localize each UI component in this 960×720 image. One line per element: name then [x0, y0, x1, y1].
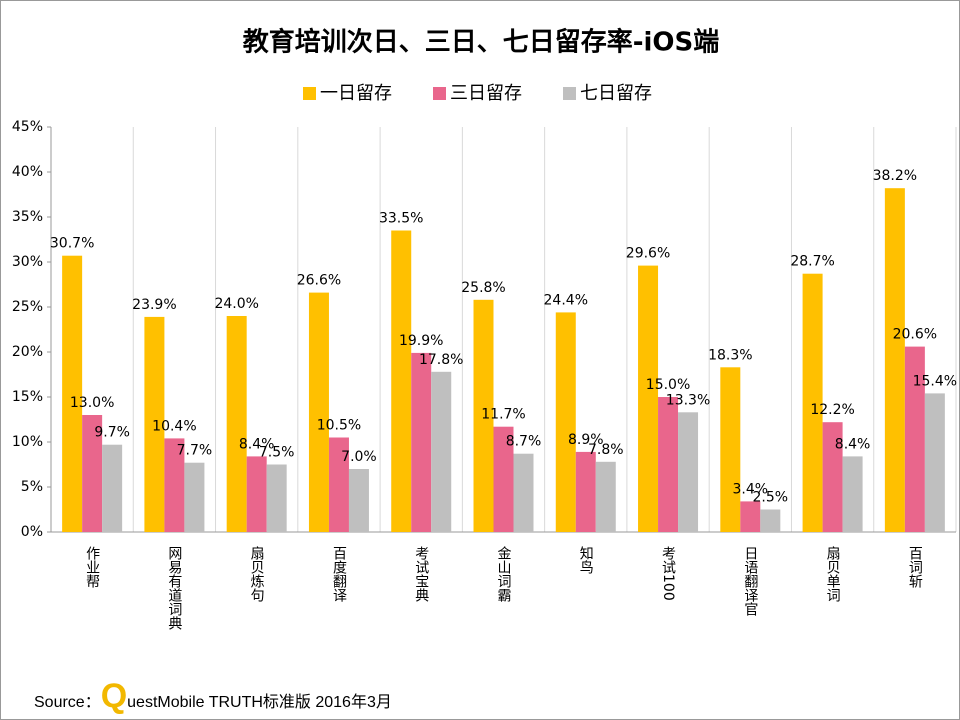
bar	[328, 437, 349, 532]
value-label: 7.8%	[588, 442, 624, 458]
bar	[164, 438, 185, 532]
bar	[720, 367, 741, 532]
y-tick-label: 45%	[12, 119, 43, 135]
value-label: 19.9%	[399, 333, 443, 349]
y-tick-label: 40%	[12, 164, 43, 180]
x-tick-label: 扇贝炼句	[249, 546, 265, 603]
bar	[82, 415, 103, 532]
x-tick-label: 百度翻译	[331, 546, 347, 602]
legend-swatch	[433, 87, 446, 100]
value-label: 29.6%	[626, 246, 670, 262]
value-label: 17.8%	[419, 352, 463, 368]
value-label: 8.4%	[835, 436, 871, 452]
value-label: 9.7%	[94, 425, 130, 441]
bar	[842, 456, 863, 532]
value-label: 2.5%	[753, 490, 789, 506]
value-label: 30.7%	[50, 236, 94, 252]
bar	[102, 444, 123, 532]
y-tick-label: 0%	[21, 524, 43, 540]
x-tick-label: 扇贝单词	[825, 546, 841, 602]
value-label: 7.7%	[177, 443, 213, 459]
y-tick-label: 15%	[12, 389, 43, 405]
value-label: 11.7%	[481, 407, 525, 423]
value-label: 8.7%	[506, 434, 542, 450]
y-tick-label: 10%	[12, 434, 43, 450]
bar	[308, 292, 329, 532]
bar	[555, 312, 576, 532]
value-label: 15.4%	[913, 373, 957, 389]
value-label: 23.9%	[132, 297, 176, 313]
value-label: 18.3%	[708, 347, 752, 363]
source-text: QuestMobile TRUTH标准版 2016年3月	[100, 677, 392, 715]
value-label: 8.9%	[568, 432, 604, 448]
value-label: 15.0%	[646, 377, 690, 393]
bar	[740, 501, 761, 532]
chart: 教育培训次日、三日、七日留存率-iOS端 一日留存 三日留存 七日留存 0% 5% 10%…	[12, 27, 957, 631]
x-tick-label: 作业帮	[84, 546, 100, 588]
value-label: 25.8%	[461, 280, 505, 296]
value-label: 38.2%	[873, 168, 917, 184]
bar	[595, 461, 616, 532]
bar	[348, 469, 369, 532]
bar	[226, 316, 247, 532]
value-label: 20.6%	[893, 327, 937, 343]
legend-swatch	[563, 87, 576, 100]
x-tick-label: 网易有道词典	[166, 546, 182, 630]
bar	[144, 316, 165, 532]
y-tick-label: 30%	[12, 254, 43, 270]
bar	[638, 265, 659, 532]
bar	[246, 456, 267, 532]
value-label: 13.3%	[666, 392, 710, 408]
bar	[391, 230, 412, 532]
source-label: Source：	[34, 694, 101, 711]
bar	[822, 422, 843, 532]
x-tick-label: 知鸟	[578, 545, 594, 574]
value-label: 12.2%	[810, 402, 854, 418]
legend-label: 三日留存	[450, 83, 522, 104]
x-tick-label: 考试100	[660, 546, 676, 601]
x-tick-label: 百词斩	[907, 546, 923, 588]
bar	[884, 188, 905, 532]
bar	[266, 464, 287, 532]
y-tick-label: 20%	[12, 344, 43, 360]
bar	[678, 412, 699, 532]
value-label: 7.5%	[259, 445, 295, 461]
source: Source： QuestMobile TRUTH标准版 2016年3月	[34, 677, 392, 716]
value-label: 24.4%	[544, 292, 588, 308]
value-label: 13.0%	[70, 395, 114, 411]
bar	[760, 509, 781, 532]
value-label: 10.4%	[152, 418, 196, 434]
bar	[62, 255, 83, 532]
bar	[431, 371, 452, 532]
y-tick-label: 25%	[12, 299, 43, 315]
x-tick-label: 考试宝典	[413, 546, 429, 602]
y-tick-label: 5%	[21, 479, 43, 495]
bar	[493, 426, 514, 532]
bar	[473, 299, 494, 532]
bar	[658, 397, 679, 532]
legend-swatch	[303, 87, 316, 100]
bar	[184, 462, 205, 532]
y-tick-label: 35%	[12, 209, 43, 225]
value-label: 28.7%	[790, 254, 834, 270]
value-label: 10.5%	[317, 418, 361, 434]
bar	[411, 352, 432, 532]
x-tick-label: 金山词霸	[496, 546, 512, 602]
bar	[513, 453, 534, 532]
legend-label: 一日留存	[320, 83, 392, 104]
bar	[904, 346, 925, 532]
bar	[802, 273, 823, 532]
value-label: 26.6%	[297, 273, 341, 289]
chart-title: 教育培训次日、三日、七日留存率-iOS端	[243, 27, 720, 58]
bar	[924, 393, 945, 532]
value-label: 24.0%	[214, 296, 258, 312]
value-label: 8.4%	[239, 436, 275, 452]
value-label: 33.5%	[379, 211, 423, 227]
bar	[575, 451, 596, 532]
legend-label: 七日留存	[580, 83, 652, 104]
x-tick-label: 日语翻译官	[742, 546, 758, 616]
value-label: 3.4%	[733, 481, 769, 497]
value-label: 7.0%	[341, 449, 377, 465]
